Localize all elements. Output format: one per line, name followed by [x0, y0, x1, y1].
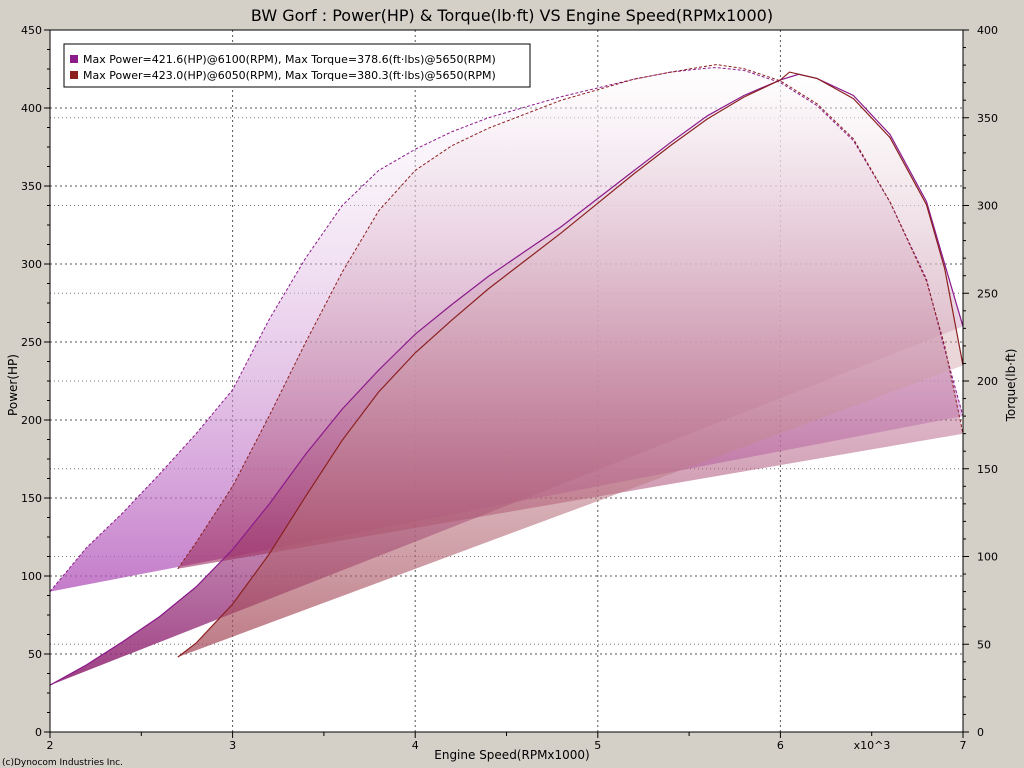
power-fill-2 — [177, 72, 964, 658]
y-right-tick-label: 50 — [977, 638, 991, 651]
x-tick-label: 6 — [777, 739, 784, 752]
x-multiplier-label: x10^3 — [854, 739, 891, 752]
power-line-1 — [49, 73, 964, 686]
x-tick-label: 4 — [412, 739, 419, 752]
y-right-tick-label: 400 — [977, 24, 998, 37]
x-tick-label: 7 — [960, 739, 967, 752]
y-left-tick-label: 400 — [21, 102, 42, 115]
legend-swatch-2 — [70, 71, 78, 79]
y-left-tick-label: 250 — [21, 336, 42, 349]
y-axis-left-label: Power(HP) — [6, 354, 20, 416]
y-left-tick-label: 300 — [21, 258, 42, 271]
y-right-tick-label: 150 — [977, 463, 998, 476]
legend-entry-1: Max Power=421.6(HP)@6100(RPM), Max Torqu… — [83, 53, 496, 66]
legend: Max Power=421.6(HP)@6100(RPM), Max Torqu… — [63, 43, 531, 88]
torque-line-1 — [49, 67, 964, 592]
y-right-tick-label: 200 — [977, 375, 998, 388]
y-left-tick-label: 350 — [21, 180, 42, 193]
credit-text: (c)Dynocom Industries Inc. — [2, 758, 123, 768]
y-left-tick-label: 450 — [21, 24, 42, 37]
y-left-tick-label: 200 — [21, 414, 42, 427]
chart-title: BW Gorf : Power(HP) & Torque(lb·ft) VS E… — [251, 6, 773, 25]
axis-ticks: 2 3 4 5 6 70501001502002503003504004500501001… — [21, 24, 998, 752]
y-right-tick-label: 250 — [977, 287, 998, 300]
y-right-tick-label: 100 — [977, 551, 998, 564]
y-left-tick-label: 100 — [21, 570, 42, 583]
x-tick-label: 2 — [47, 739, 54, 752]
series-lines — [49, 64, 964, 686]
y-left-tick-label: 50 — [28, 648, 42, 661]
y-axis-right-label: Torque(lb·ft) — [1004, 349, 1018, 423]
legend-entry-2: Max Power=423.0(HP)@6050(RPM), Max Torqu… — [83, 69, 496, 82]
x-tick-label: 5 — [594, 739, 601, 752]
legend-box — [63, 43, 531, 88]
y-right-tick-label: 0 — [977, 726, 984, 739]
y-right-tick-label: 350 — [977, 112, 998, 125]
y-right-tick-label: 300 — [977, 200, 998, 213]
x-axis-label: Engine Speed(RPMx1000) — [434, 748, 590, 762]
x-tick-label: 3 — [229, 739, 236, 752]
y-left-tick-label: 0 — [35, 726, 42, 739]
y-left-tick-label: 150 — [21, 492, 42, 505]
torque-line-2 — [177, 64, 964, 570]
legend-swatch-1 — [70, 55, 78, 63]
power-line-2 — [177, 71, 964, 658]
series-fills — [50, 64, 964, 686]
